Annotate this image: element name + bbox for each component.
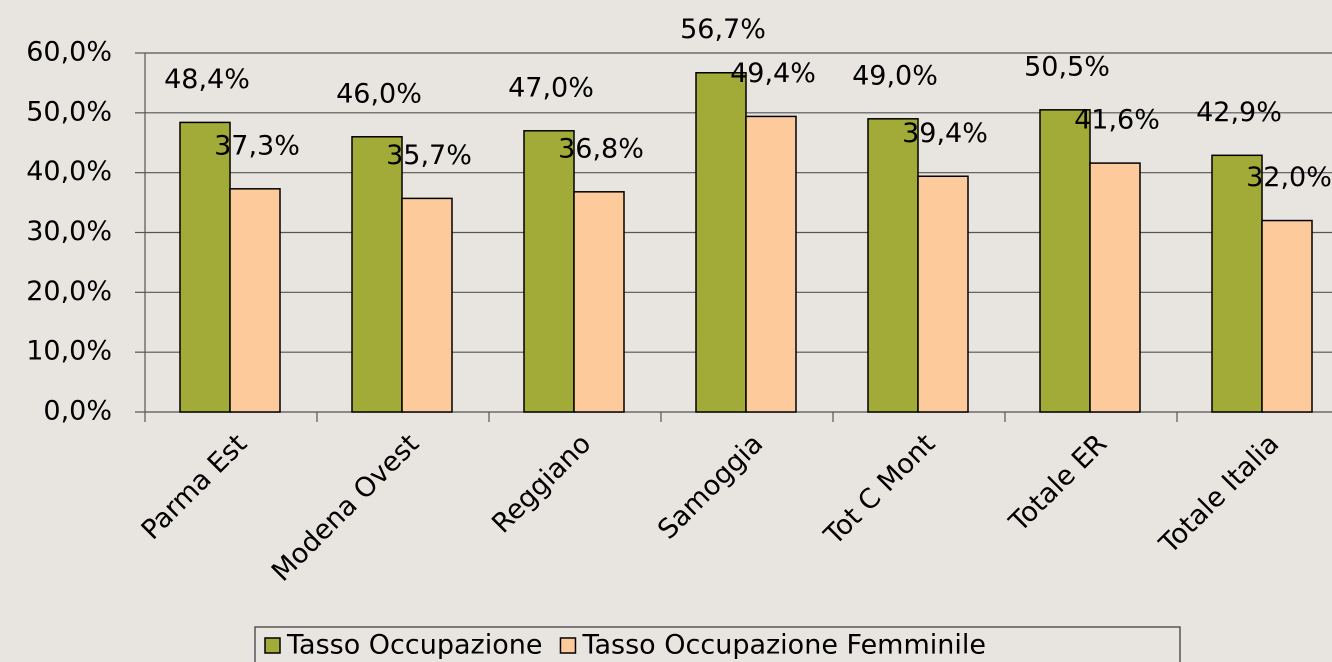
legend-swatch xyxy=(559,637,577,654)
bar xyxy=(917,175,969,413)
data-label: 39,4% xyxy=(902,118,988,149)
x-tick-label: Tot C Mont xyxy=(818,428,941,551)
y-tick-label: 10,0% xyxy=(26,336,112,367)
x-tick-label: Samoggia xyxy=(652,428,769,545)
x-tick-label: Totale Italia xyxy=(1153,428,1285,560)
bar xyxy=(351,136,403,413)
y-tick-label: 40,0% xyxy=(26,156,112,187)
legend-swatch xyxy=(264,637,281,654)
y-tick-label: 0,0% xyxy=(43,396,112,427)
bar xyxy=(1211,154,1263,413)
bar xyxy=(573,191,625,413)
bar xyxy=(867,118,919,413)
bar xyxy=(523,130,575,413)
bar xyxy=(401,197,453,413)
bar xyxy=(179,121,231,413)
bar xyxy=(1261,219,1313,413)
bar xyxy=(1089,162,1141,413)
data-label: 47,0% xyxy=(508,72,594,103)
legend-label: Tasso Occupazione xyxy=(286,630,542,661)
x-tick-label: Totale ER xyxy=(1003,428,1113,538)
legend-label: Tasso Occupazione Femminile xyxy=(581,630,986,661)
bar xyxy=(695,71,747,413)
data-label: 41,6% xyxy=(1074,105,1160,136)
x-tick-label: Reggiano xyxy=(486,428,597,539)
y-tick-label: 20,0% xyxy=(26,276,112,307)
data-label: 36,8% xyxy=(558,133,644,164)
bar xyxy=(1039,109,1091,413)
bar xyxy=(229,188,281,413)
y-tick-label: 60,0% xyxy=(26,37,112,68)
data-label: 48,4% xyxy=(164,64,250,95)
y-tick-label: 50,0% xyxy=(26,96,112,127)
data-label: 49,0% xyxy=(852,60,938,91)
data-label: 32,0% xyxy=(1246,162,1332,193)
data-label: 50,5% xyxy=(1024,51,1110,82)
x-tick-label: Modena Ovest xyxy=(266,428,425,587)
data-label: 37,3% xyxy=(214,130,300,161)
data-label: 56,7% xyxy=(680,14,766,45)
data-label: 46,0% xyxy=(336,78,422,109)
legend-box xyxy=(254,626,1181,662)
y-tick-label: 30,0% xyxy=(26,216,112,247)
data-label: 42,9% xyxy=(1196,97,1282,128)
data-label: 49,4% xyxy=(730,58,816,89)
bar xyxy=(745,115,797,413)
x-tick-label: Parma Est xyxy=(136,428,254,546)
data-label: 35,7% xyxy=(386,140,472,171)
